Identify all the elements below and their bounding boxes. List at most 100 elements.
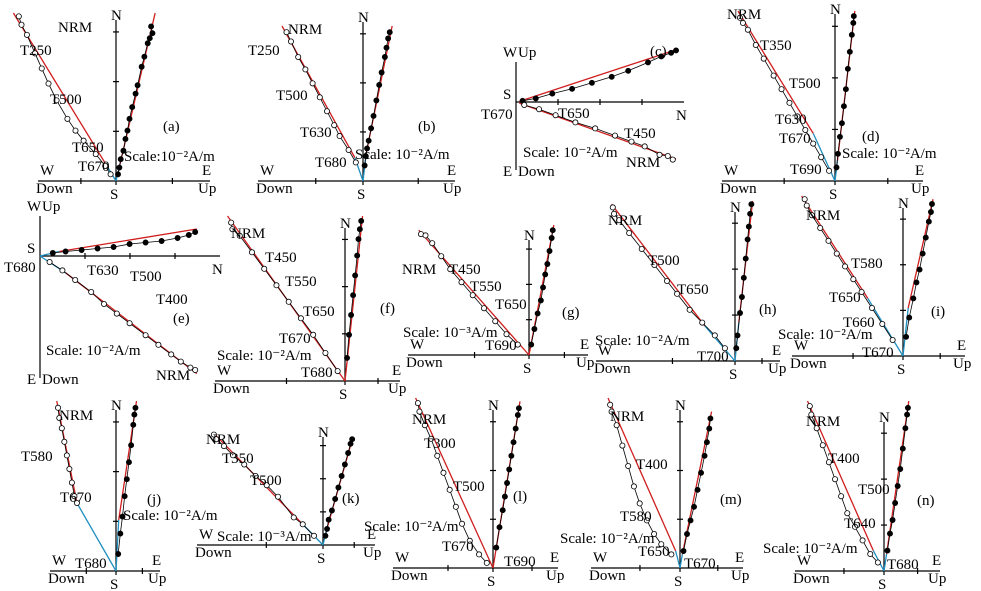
horizontal-point <box>846 48 853 55</box>
vertical-point <box>651 261 658 268</box>
vertical-point <box>786 99 793 106</box>
south-label: S <box>729 367 737 383</box>
blue-fit-line <box>76 502 117 572</box>
horizontal-point <box>361 162 368 169</box>
panel-label: (a) <box>163 119 180 135</box>
vertical-point <box>663 277 670 284</box>
horizontal-point <box>119 513 126 520</box>
red-fit-line <box>737 10 814 134</box>
vertical-point <box>818 154 825 161</box>
horizontal-point <box>850 13 857 20</box>
temperature-label: NRM <box>610 409 644 425</box>
south-label: S <box>503 87 511 103</box>
horizontal-point <box>837 133 843 140</box>
horizontal-point <box>703 439 710 446</box>
temperature-label: T670 <box>481 107 513 123</box>
horizontal-point <box>514 412 521 418</box>
vertical-point <box>619 442 626 449</box>
west-label: W <box>410 337 425 353</box>
horizontal-point <box>383 44 390 51</box>
panel-n: N S W Down E Up (n) Scale: 10⁻²A/m NRM T400 T500 T6… <box>763 400 946 591</box>
horizontal-point <box>910 295 917 302</box>
vertical-point <box>744 26 751 33</box>
horizontal-point <box>386 29 393 36</box>
horizontal-point <box>844 65 851 72</box>
vertical-point <box>220 443 227 450</box>
vertical-point <box>228 219 235 226</box>
panel-e: W Up S N E Down (e) Scale: 10⁻²A/m NRM T400 T500 T6… <box>4 199 223 388</box>
vertical-point <box>664 152 671 159</box>
horizontal-point <box>506 466 513 473</box>
horizontal-point <box>110 244 117 250</box>
vertical-point <box>252 472 259 479</box>
horizontal-point <box>346 331 352 338</box>
horizontal-point <box>904 404 911 411</box>
temperature-label: T630 <box>300 125 332 141</box>
temperature-label: T550 <box>470 279 502 295</box>
horizontal-point <box>370 112 377 119</box>
horizontal-point <box>892 500 899 506</box>
vertical-point <box>352 159 359 166</box>
vertical-point <box>656 151 663 158</box>
vertical-point <box>283 29 290 36</box>
vertical-point <box>813 425 820 432</box>
south-label: S <box>357 187 365 203</box>
vertical-point <box>38 65 45 72</box>
vertical-point <box>851 523 858 530</box>
red-fit-line <box>519 49 677 103</box>
vertical-point <box>428 435 435 442</box>
horizontal-point <box>322 532 329 539</box>
panel-h: N S W Down E Up (h) Scale: 10⁻²A/m NRM T500 T650 T7… <box>594 200 786 383</box>
vertical-point <box>142 332 149 339</box>
horizontal-point <box>132 90 139 97</box>
horizontal-point <box>362 153 369 160</box>
vertical-point <box>476 551 483 558</box>
panel-label: (c) <box>650 44 667 60</box>
vertical-point <box>889 336 896 343</box>
vertical-point <box>711 332 718 339</box>
vertical-point <box>826 167 833 174</box>
blue-fit-line <box>115 519 120 572</box>
panel-c: W Up S N E Down (c) Scale: 10⁻²A/m NRM T450 T650 T6… <box>481 44 687 180</box>
horizontal-point <box>335 484 342 491</box>
west-label: W <box>724 163 739 179</box>
west-label: W <box>40 163 55 179</box>
vertical-point <box>552 112 559 119</box>
vertical-point <box>102 162 109 169</box>
panel-label: (j) <box>147 492 161 508</box>
temperature-label: T580 <box>851 256 883 272</box>
vertical-point <box>810 140 817 147</box>
vertical-point <box>302 66 309 73</box>
horizontal-point <box>544 261 551 267</box>
vertical-point <box>177 358 184 365</box>
vertical-point <box>210 431 217 438</box>
north-label: N <box>879 410 890 426</box>
axes-i <box>792 208 965 360</box>
vertical-point <box>15 13 22 20</box>
vertical-point <box>721 345 728 352</box>
horizontal-point <box>365 137 372 144</box>
vertical-point <box>572 119 579 126</box>
vertical-point <box>72 127 79 134</box>
down-label: Down <box>790 356 827 372</box>
scale-label: Scale: 10⁻²A/m <box>364 519 459 535</box>
vertical-point <box>521 102 528 109</box>
temperature-label: T680 <box>301 365 333 381</box>
east-label: E <box>27 372 36 388</box>
temperature-label: T500 <box>130 269 162 285</box>
vertical-point <box>261 265 268 272</box>
temperature-label: T680 <box>315 155 347 171</box>
vertical-point <box>274 493 281 500</box>
up-label: Up <box>518 45 536 61</box>
south-label: S <box>674 574 682 590</box>
vertical-point <box>466 537 473 544</box>
vertical-point <box>192 366 199 373</box>
temperature-label: T350 <box>760 38 792 54</box>
horizontal-point <box>49 250 56 256</box>
vertical-point <box>760 55 767 62</box>
temperature-label: T680 <box>75 556 107 572</box>
horizontal-point <box>706 425 713 432</box>
panel-label: (b) <box>418 119 436 135</box>
up-label: Up <box>768 361 786 377</box>
